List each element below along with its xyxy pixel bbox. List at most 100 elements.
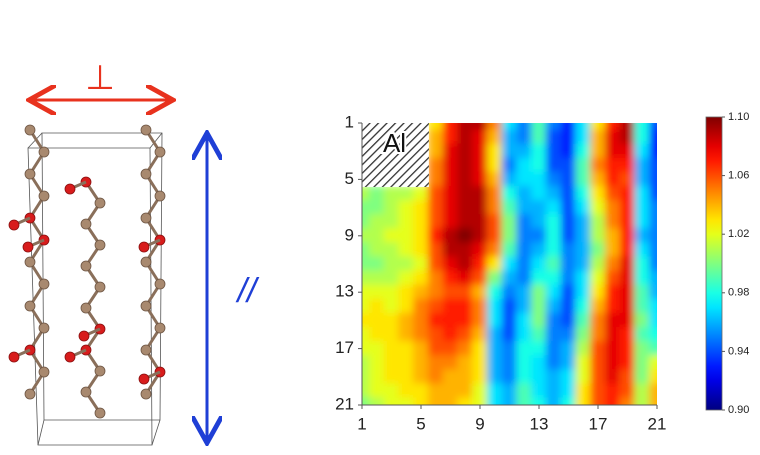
cell xyxy=(398,326,415,343)
cell xyxy=(619,369,636,385)
carbon-atom xyxy=(154,146,166,158)
cell xyxy=(560,185,577,202)
carbon-atom xyxy=(140,300,152,312)
cell xyxy=(604,214,621,230)
cell xyxy=(398,185,415,202)
cell xyxy=(368,284,385,300)
cell xyxy=(516,312,533,328)
cell xyxy=(486,284,503,300)
cell xyxy=(427,143,444,159)
cell xyxy=(575,355,592,371)
cell xyxy=(501,298,518,314)
cell xyxy=(501,355,518,371)
cell xyxy=(545,369,562,385)
cell xyxy=(531,129,547,145)
carbon-atom xyxy=(24,388,36,400)
cell xyxy=(457,185,474,202)
cell xyxy=(457,143,474,159)
cell xyxy=(472,129,488,145)
cell xyxy=(634,129,651,145)
cell xyxy=(472,214,488,230)
cell xyxy=(634,123,651,131)
cell xyxy=(486,312,503,328)
cell xyxy=(427,123,444,131)
cell xyxy=(531,312,547,328)
cell xyxy=(604,284,621,300)
cell xyxy=(619,284,636,300)
cell xyxy=(413,383,429,399)
colorbar-tick-label: 0.94 xyxy=(728,345,749,357)
cell xyxy=(649,312,657,328)
cell xyxy=(604,383,621,399)
carbon-atom xyxy=(38,322,50,334)
cell xyxy=(472,185,488,202)
x-tick-label: 17 xyxy=(589,414,608,433)
cell xyxy=(383,383,400,399)
cell xyxy=(398,270,415,286)
carbon-atom xyxy=(94,407,106,419)
cell xyxy=(413,397,429,405)
cell xyxy=(368,214,385,230)
cell xyxy=(575,326,592,343)
cell xyxy=(604,228,621,244)
cell xyxy=(545,284,562,300)
al-cell xyxy=(362,123,370,131)
cell xyxy=(575,143,592,159)
cell xyxy=(531,200,547,216)
cell xyxy=(398,355,415,371)
al-cell xyxy=(413,123,429,131)
cell xyxy=(427,200,444,216)
cell xyxy=(427,312,444,328)
oxygen-atom xyxy=(8,219,20,231)
cell xyxy=(634,171,651,187)
cell xyxy=(501,270,518,286)
al-cell xyxy=(362,172,370,187)
cell xyxy=(398,397,415,405)
cell xyxy=(516,369,533,385)
cell xyxy=(634,284,651,300)
cell xyxy=(442,312,459,328)
cell xyxy=(545,397,562,405)
cell xyxy=(501,397,518,405)
cell xyxy=(457,129,474,145)
cell xyxy=(368,200,385,216)
carbon-atom xyxy=(24,256,36,268)
cell xyxy=(575,200,592,216)
cell xyxy=(604,369,621,385)
cell xyxy=(442,298,459,314)
cell xyxy=(501,228,518,244)
oxygen-atom xyxy=(78,330,90,342)
cell xyxy=(590,341,606,357)
cell xyxy=(427,157,444,173)
cell xyxy=(472,383,488,399)
cell xyxy=(427,284,444,300)
cell xyxy=(501,157,518,173)
al-cell xyxy=(369,130,385,145)
cell xyxy=(560,129,577,145)
cell xyxy=(619,355,636,371)
cell xyxy=(649,129,657,145)
al-cell xyxy=(384,172,400,187)
cell xyxy=(398,383,415,399)
cell xyxy=(383,242,400,258)
cell xyxy=(472,312,488,328)
cell xyxy=(398,200,415,216)
cell xyxy=(368,369,385,385)
cell xyxy=(516,270,533,286)
cell xyxy=(472,326,488,343)
cell xyxy=(560,157,577,173)
cell xyxy=(516,284,533,300)
cell xyxy=(575,369,592,385)
cell xyxy=(368,256,385,272)
cell xyxy=(649,284,657,300)
cell xyxy=(516,214,533,230)
al-cell xyxy=(369,172,385,187)
cell xyxy=(604,298,621,314)
cell xyxy=(486,185,503,202)
cell xyxy=(457,256,474,272)
cell xyxy=(531,341,547,357)
al-cell xyxy=(398,123,415,131)
al-cell xyxy=(398,130,415,145)
cell xyxy=(604,355,621,371)
cell xyxy=(413,185,429,202)
